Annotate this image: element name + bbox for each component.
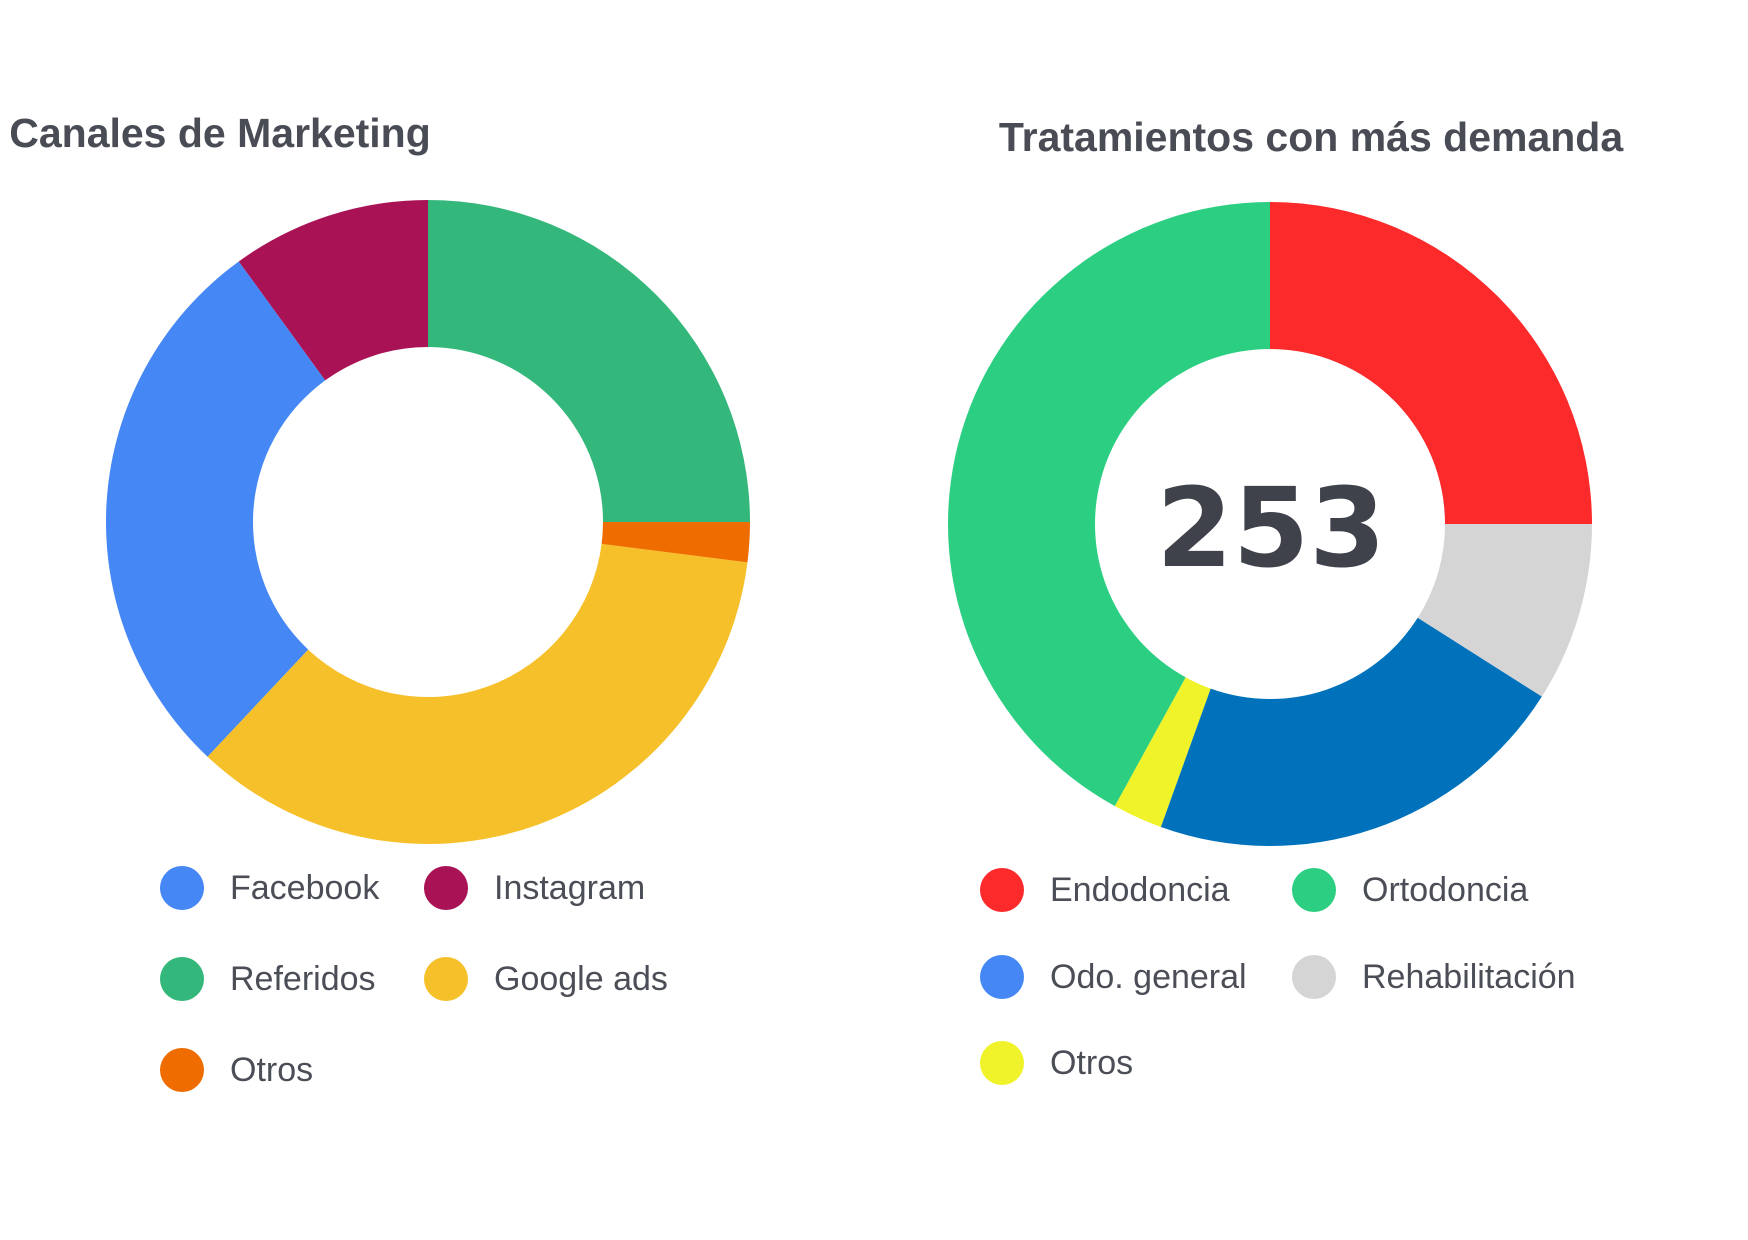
legend-label: Otros bbox=[1050, 1043, 1134, 1082]
legend-item-google-ads: Google ads bbox=[424, 954, 668, 1004]
legend-label: Endodoncia bbox=[1050, 870, 1230, 909]
legend-label: Otros bbox=[230, 1050, 314, 1089]
legend-swatch bbox=[160, 1048, 204, 1092]
legend-label: Instagram bbox=[494, 868, 646, 907]
legend-item-otros: Otros bbox=[160, 1045, 313, 1095]
legend-item-otros: Otros bbox=[980, 1038, 1133, 1088]
slice-otros bbox=[1114, 677, 1211, 827]
donut-chart: 253 bbox=[948, 202, 1592, 847]
donut-chart bbox=[105, 200, 750, 845]
slice-endodoncia bbox=[1270, 202, 1592, 524]
slice-referidos bbox=[428, 200, 750, 522]
legend-swatch bbox=[424, 957, 468, 1001]
legend-label: Ortodoncia bbox=[1362, 870, 1529, 909]
slice-facebook bbox=[105, 261, 326, 757]
legend-item-facebook: Facebook bbox=[160, 863, 379, 913]
legend-item-instagram: Instagram bbox=[424, 863, 645, 913]
slice-instagram bbox=[238, 200, 428, 381]
legend-swatch bbox=[160, 866, 204, 910]
marketing-channels-chart: Canales de Marketing Facebook Instagram Re… bbox=[9, 110, 750, 1095]
legend-item-rehabilitacion: Rehabilitación bbox=[1292, 952, 1576, 1002]
legend-swatch bbox=[424, 866, 468, 910]
legend-label: Rehabilitación bbox=[1362, 957, 1576, 996]
legend-label: Odo. general bbox=[1050, 957, 1247, 996]
legend-swatch bbox=[160, 957, 204, 1001]
legend-label: Referidos bbox=[230, 959, 376, 998]
legend-item-referidos: Referidos bbox=[160, 954, 376, 1004]
legend-swatch bbox=[1292, 955, 1336, 999]
chart-title: Canales de Marketing bbox=[9, 110, 431, 156]
legend-swatch bbox=[1292, 868, 1336, 912]
legend-swatch bbox=[980, 955, 1024, 999]
legend-item-ortodoncia: Ortodoncia bbox=[1292, 865, 1528, 915]
center-total-label: 253 bbox=[1156, 464, 1386, 592]
slice-rehabilitacion bbox=[1417, 524, 1592, 697]
legend-swatch bbox=[980, 868, 1024, 912]
treatments-demand-chart: Tratamientos con más demanda 253 Endodon… bbox=[874, 0, 1748, 1240]
slice-odo-general bbox=[1160, 617, 1542, 847]
legend-item-odo-general: Odo. general bbox=[980, 952, 1247, 1002]
slice-ortodoncia bbox=[948, 202, 1270, 807]
legend-swatch bbox=[980, 1041, 1024, 1085]
chart-title: Tratamientos con más demanda bbox=[998, 114, 1624, 160]
legend-item-endodoncia: Endodoncia bbox=[980, 865, 1230, 915]
legend-label: Google ads bbox=[494, 959, 668, 998]
legend-label: Facebook bbox=[230, 868, 380, 907]
slice-otros bbox=[601, 522, 750, 563]
slice-google-ads bbox=[207, 543, 748, 845]
